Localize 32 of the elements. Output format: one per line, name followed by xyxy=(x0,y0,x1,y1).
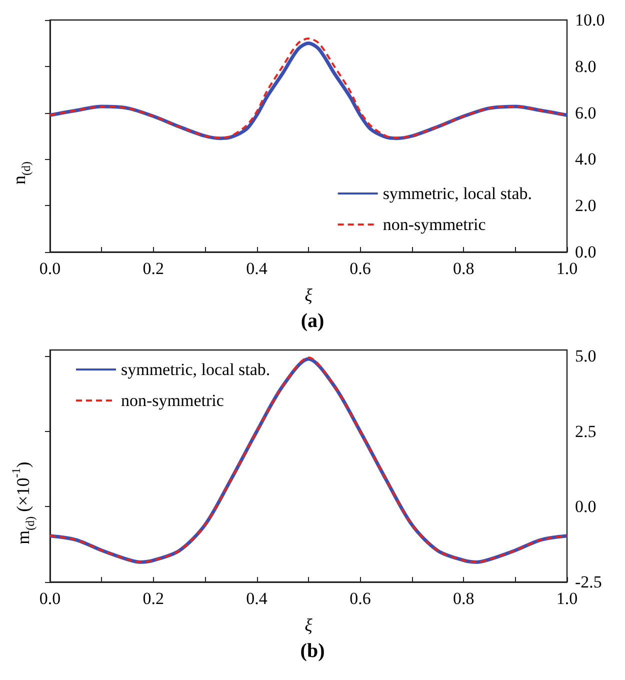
y-tick-label: 5.0 xyxy=(575,346,596,366)
y-tick-label: 8.0 xyxy=(575,56,596,76)
x-tick-label: 0.4 xyxy=(246,589,268,608)
y-tick-label: 10.0 xyxy=(575,10,605,30)
y-tick-label: 4.0 xyxy=(575,150,596,169)
x-tick-label: 1.0 xyxy=(556,589,578,608)
x-tick-label: 0.8 xyxy=(452,589,474,608)
x-axis-title: ξ xyxy=(304,615,313,635)
text: (b) xyxy=(300,640,325,662)
x-tick-label: 0.4 xyxy=(246,259,268,278)
y-tick-label: 0.0 xyxy=(575,497,596,516)
x-tick-label: 0.0 xyxy=(39,589,61,608)
y-tick-label: 2.5 xyxy=(575,422,596,441)
y-axis-title: n(d) xyxy=(9,161,33,184)
x-tick-label: 0.2 xyxy=(142,589,164,608)
x-tick-label: 0.0 xyxy=(39,259,61,278)
y-tick-label: 6.0 xyxy=(575,103,596,122)
x-axis-title: ξ xyxy=(304,285,313,305)
y-axis-title: m(d) (×10-1) xyxy=(9,462,37,544)
y-tick-label: 2.0 xyxy=(575,196,596,216)
y-tick-label: -2.5 xyxy=(575,572,602,592)
y-tick-label: 0.0 xyxy=(575,242,596,262)
legend-label: non-symmetric xyxy=(121,391,224,410)
x-tick-label: 0.8 xyxy=(452,259,474,278)
x-tick-label: 0.2 xyxy=(142,259,164,278)
x-tick-label: 0.6 xyxy=(350,589,371,608)
text: (a) xyxy=(300,310,324,332)
legend-label: symmetric, local stab. xyxy=(382,184,532,203)
x-tick-label: 1.0 xyxy=(556,259,578,278)
x-tick-label: 0.6 xyxy=(350,259,371,278)
legend-label: non-symmetric xyxy=(382,215,486,234)
legend-label: symmetric, local stab. xyxy=(121,360,270,379)
